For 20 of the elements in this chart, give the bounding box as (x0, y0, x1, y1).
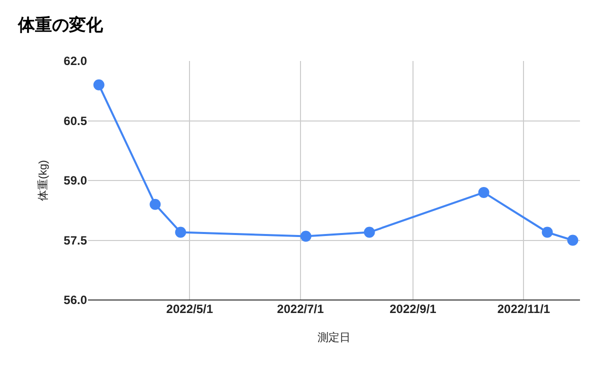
x-tick-label: 2022/5/1 (166, 302, 214, 316)
y-tick-label: 59.0 (64, 174, 88, 188)
chart-title: 体重の変化 (17, 15, 104, 34)
point (150, 198, 161, 210)
y-tick-label: 62.0 (64, 54, 88, 68)
y-tick-label: 56.0 (64, 293, 88, 308)
y-tick-label: 57.5 (64, 233, 88, 248)
x-tick-label: 2022/11/1 (497, 302, 550, 316)
x-tick-label: 2022/7/1 (277, 302, 324, 316)
y-tick-label: 60.5 (64, 114, 88, 128)
point (93, 79, 104, 90)
point (542, 226, 553, 238)
x-tick-label: 2022/9/1 (390, 302, 437, 316)
point (300, 230, 312, 242)
y-axis-title: 体重(kg) (36, 160, 50, 201)
x-axis-title: 測定日 (318, 331, 350, 344)
point (567, 234, 578, 246)
point (175, 226, 186, 238)
point (364, 226, 375, 238)
point (478, 186, 490, 198)
